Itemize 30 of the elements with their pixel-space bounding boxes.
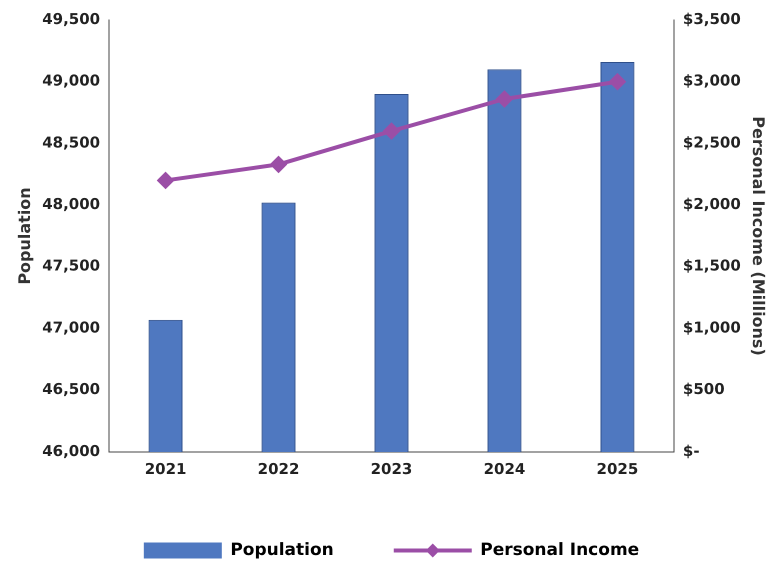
legend-label: Population xyxy=(230,540,334,560)
y-tick-label: 48,000 xyxy=(42,195,100,214)
point xyxy=(158,172,174,188)
x-tick-label: 2023 xyxy=(370,460,412,478)
x-tick-label: 2024 xyxy=(484,460,526,478)
y2-tick-label: $- xyxy=(682,442,700,460)
y-tick-label: 46,000 xyxy=(42,442,100,460)
y2-tick-label: $3,500 xyxy=(682,10,741,28)
x-tick-label: 2021 xyxy=(144,460,186,478)
y2-tick-label: $3,000 xyxy=(682,72,741,90)
y2-axis-title: Personal Income (Millions) xyxy=(749,116,768,356)
point xyxy=(496,90,512,107)
x-tick-label: 2022 xyxy=(258,460,300,478)
x-tick-label: 2025 xyxy=(596,460,638,478)
y-tick-label: 47,500 xyxy=(42,256,100,275)
y2-tick-label: $2,000 xyxy=(682,195,741,214)
point xyxy=(270,156,287,172)
y-tick-label: 49,500 xyxy=(42,10,100,28)
y2-tick-label: $2,500 xyxy=(682,133,741,152)
y-tick-label: 49,000 xyxy=(42,72,100,90)
legend-label: Personal Income xyxy=(480,540,640,560)
y-tick-label: 48,500 xyxy=(42,133,100,152)
y2-tick-label: $1,500 xyxy=(682,256,741,275)
y2-tick-label: $1,000 xyxy=(682,318,741,336)
point xyxy=(384,123,400,140)
y-tick-label: 46,500 xyxy=(42,380,100,398)
y2-tick-label: $500 xyxy=(682,380,725,398)
y-axis-title: Population xyxy=(14,187,34,285)
point xyxy=(609,74,626,90)
y-tick-label: 47,000 xyxy=(42,318,100,336)
